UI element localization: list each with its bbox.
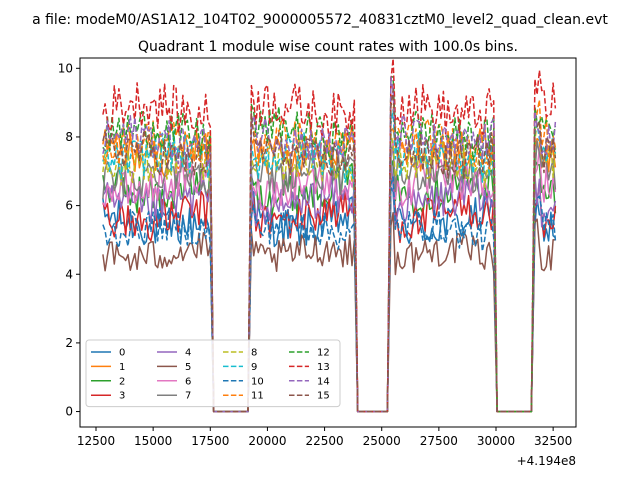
y-tick-label: 4 [65,267,73,281]
series-line-4 [102,156,557,413]
legend-label-12: 12 [317,348,330,359]
legend-label-5: 5 [185,362,191,373]
legend-label-4: 4 [185,348,191,359]
legend-label-0: 0 [119,348,125,359]
series-line-13 [102,57,557,413]
x-tick-label: 27500 [420,434,458,448]
legend-label-7: 7 [185,391,191,402]
series-line-14 [102,76,557,413]
x-tick-label: 20000 [248,434,286,448]
x-tick-label: 15000 [134,434,172,448]
x-tick-label: 32500 [534,434,572,448]
x-tick-label: 22500 [305,434,343,448]
legend-label-8: 8 [251,348,257,359]
x-tick-label: 12500 [77,434,115,448]
y-tick-label: 0 [65,405,73,419]
axes-frame [79,57,577,428]
y-tick-label: 6 [65,199,73,213]
legend-label-11: 11 [251,391,264,402]
legend-box [85,339,341,408]
series-line-5 [102,212,556,413]
x-offset-label: +4.194e8 [517,454,576,468]
legend-label-15: 15 [317,391,330,402]
legend-label-13: 13 [317,362,330,373]
x-tick-label: 17500 [191,434,229,448]
series-line-6 [102,140,557,413]
axes-layer: 12500 15000 17500 20000 22500 25000 27500 30000… [58,61,573,448]
legend-label-1: 1 [119,362,125,373]
y-tick-label: 2 [65,336,73,350]
legend-label-10: 10 [251,376,264,387]
series-line-10 [102,176,557,413]
x-tick-label: 25000 [363,434,401,448]
legend-label-3: 3 [119,391,125,402]
legend-label-2: 2 [119,376,125,387]
plot-area [102,57,557,413]
axes-title: Quadrant 1 module wise count rates with … [138,39,518,55]
series-line-11 [102,99,557,413]
series-line-3 [102,176,557,413]
series-line-12 [102,76,557,413]
legend-label-14: 14 [317,376,330,387]
y-tick-label: 10 [58,61,73,75]
x-tick-label: 30000 [477,434,515,448]
legend-label-9: 9 [251,362,257,373]
legend-label-6: 6 [185,376,191,387]
figure-suptitle: a file: modeM0/AS1A12_104T02_9000005572_… [32,12,608,28]
y-tick-label: 8 [65,130,73,144]
